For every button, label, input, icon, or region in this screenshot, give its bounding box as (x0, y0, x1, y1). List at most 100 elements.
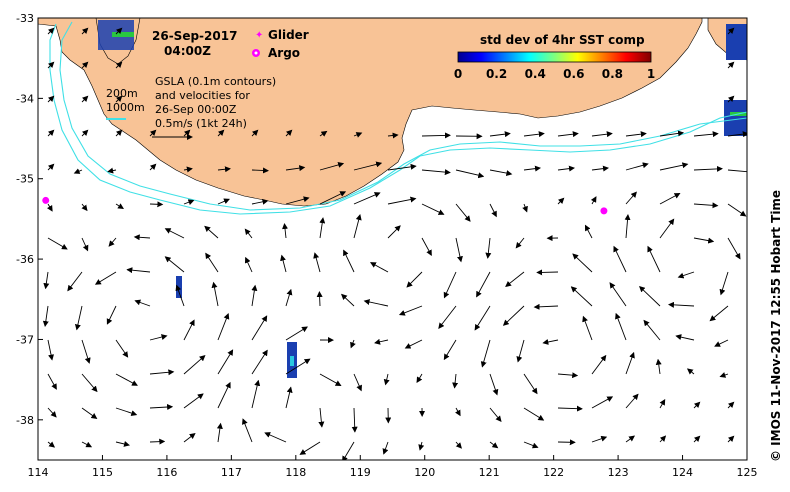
velocity-arrow (353, 373, 362, 392)
velocity-arrow (624, 213, 631, 239)
velocity-arrow (416, 373, 423, 384)
velocity-arrow (659, 218, 675, 239)
x-tick-label: 115 (92, 466, 113, 479)
velocity-arrow (251, 284, 258, 307)
velocity-arrow (149, 129, 157, 137)
colorbar-ticks: 0 0.2 0.4 0.6 0.8 1 (454, 67, 655, 81)
velocity-arrow (693, 237, 715, 244)
velocity-arrow (570, 286, 593, 307)
velocity-arrow (591, 131, 613, 138)
velocity-arrow (363, 299, 389, 307)
velocity-arrow (523, 165, 541, 172)
velocity-arrow (572, 253, 593, 273)
velocity-arrow (285, 129, 293, 137)
velocity-arrow (217, 166, 231, 173)
gsla-line-3: 26-Sep 00:00Z (155, 103, 237, 116)
x-tick-label: 119 (350, 466, 371, 479)
velocity-arrow (47, 163, 55, 171)
colorbar-title: std dev of 4hr SST comp (480, 33, 645, 47)
velocity-arrow (285, 326, 308, 341)
velocity-arrow (264, 432, 287, 443)
velocity-arrow (81, 95, 89, 103)
velocity-arrow (149, 334, 168, 341)
velocity-arrow (81, 407, 98, 419)
velocity-arrow (727, 237, 741, 260)
velocity-arrow (686, 368, 695, 375)
glider-label: Glider (268, 28, 309, 42)
velocity-arrow (542, 339, 559, 345)
velocity-arrow (73, 168, 83, 174)
velocity-arrow (647, 245, 661, 273)
velocity-arrow (523, 131, 545, 138)
velocity-arrow (67, 271, 83, 292)
velocity-arrow (421, 169, 451, 176)
velocity-arrow (149, 404, 174, 411)
velocity-arrow (183, 393, 204, 409)
velocity-arrow (659, 130, 685, 137)
velocity-arrow (387, 196, 417, 205)
velocity-arrow (244, 256, 253, 273)
velocity-arrow (489, 169, 513, 177)
velocity-arrow (625, 162, 649, 171)
velocity-arrow (244, 228, 253, 239)
velocity-arrow (353, 192, 381, 205)
velocity-arrow (47, 407, 57, 418)
velocity-arrow (175, 284, 185, 307)
x-tick-label: 121 (479, 466, 500, 479)
argo-markers (42, 196, 608, 215)
velocity-arrow (353, 132, 363, 138)
velocity-arrow (43, 271, 50, 290)
velocity-arrow (285, 358, 311, 375)
velocity-arrow (727, 61, 735, 69)
velocity-arrow (47, 373, 57, 390)
argo-legend-icon-center (254, 51, 258, 55)
y-tick-label: -37 (16, 333, 34, 346)
gsla-line-1: GSLA (0.1m contours) (155, 75, 276, 88)
y-tick-label: -36 (16, 253, 34, 266)
velocity-arrow (340, 293, 355, 307)
velocity-arrow (582, 315, 593, 341)
velocity-arrow (216, 422, 223, 443)
velocity-arrow (523, 407, 545, 421)
velocity-arrow (625, 393, 639, 409)
velocity-arrow (81, 339, 91, 364)
velocity-arrow (523, 373, 538, 395)
velocity-arrow (591, 354, 607, 375)
velocity-arrow (727, 131, 747, 138)
velocity-arrow (533, 303, 559, 310)
colorbar-tick-label: 0 (454, 67, 462, 81)
velocity-arrow (455, 441, 462, 449)
gsla-line-4: 0.5m/s (1kt 24h) (155, 117, 247, 130)
velocity-arrow (280, 254, 287, 273)
velocity-arrow (149, 369, 175, 376)
velocity-arrow (727, 435, 735, 443)
velocity-arrow (455, 407, 461, 417)
velocity-arrow (183, 355, 206, 375)
velocity-arrow (106, 305, 117, 325)
velocity-arrow (485, 237, 492, 259)
velocity-arrow (319, 191, 347, 205)
velocity-arrow (115, 407, 138, 416)
velocity-arrow (438, 305, 457, 329)
velocity-arrow (353, 214, 362, 239)
velocity-arrow (557, 165, 575, 172)
velocity-arrow (476, 271, 491, 298)
velocity-arrow (251, 315, 268, 341)
velocity-arrow (47, 441, 56, 448)
velocity-arrow (251, 349, 268, 375)
velocity-arrow (217, 381, 231, 409)
velocity-arrow (502, 305, 525, 326)
colorbar (457, 51, 652, 63)
velocity-arrow (489, 131, 511, 138)
velocity-arrow (319, 373, 342, 386)
velocity-arrow (404, 339, 423, 349)
velocity-arrow (316, 291, 323, 307)
velocity-arrow (536, 269, 559, 276)
isobath-1000-label: 1000m (106, 101, 145, 114)
velocity-arrow (714, 339, 729, 347)
velocity-arrow (47, 95, 55, 103)
velocity-arrow (659, 162, 689, 171)
velocity-arrow (421, 237, 432, 257)
x-tick-label: 124 (672, 466, 693, 479)
